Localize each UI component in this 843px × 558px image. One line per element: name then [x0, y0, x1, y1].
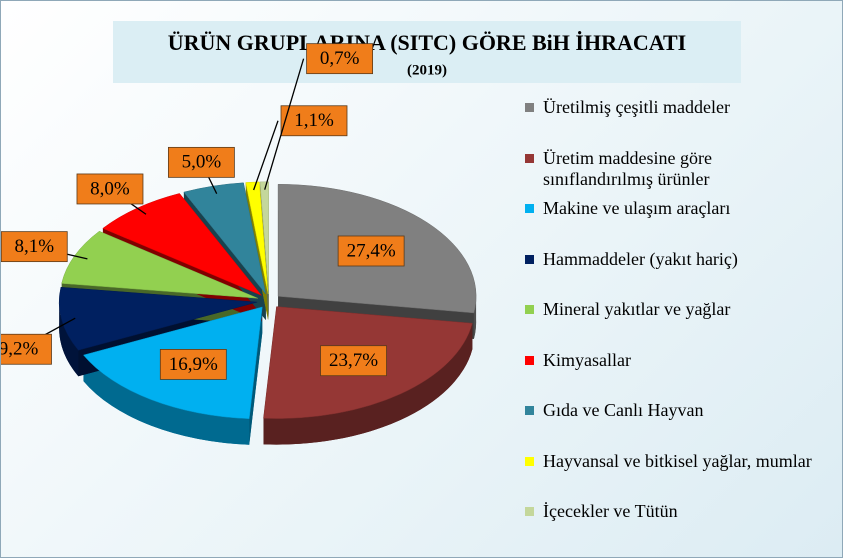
legend-label: Gıda ve Canlı Hayvan — [543, 400, 704, 420]
legend-item: Makine ve ulaşım araçları — [525, 198, 825, 219]
slice — [245, 181, 269, 294]
data-label: 9,2% — [1, 339, 38, 360]
chart-title: ÜRÜN GRUPLARINA (SITC) GÖRE BiH İHRACATI — [168, 30, 686, 55]
label-box — [76, 173, 144, 205]
legend-swatch — [525, 254, 534, 264]
label-box — [159, 349, 227, 380]
slice-side — [83, 355, 250, 445]
data-label: 27,4% — [347, 240, 396, 261]
data-label: 8,1% — [14, 236, 54, 257]
legend-label: İçecekler ve Tütün — [543, 501, 678, 521]
label-box — [320, 345, 387, 377]
legend-swatch — [525, 507, 534, 516]
legend-swatch — [525, 204, 534, 213]
legend-label: Mineral yakıtlar ve yağlar — [543, 299, 731, 319]
legend-label: Üretim maddesine göre sınıflandırılmış ü… — [543, 147, 712, 189]
legend-item: Kimyasallar — [525, 350, 825, 371]
data-label: 8,0% — [90, 178, 130, 199]
label-box — [337, 235, 405, 267]
data-label: 1,1% — [294, 110, 334, 131]
legend-item: Üretim maddesine göre sınıflandırılmış ü… — [525, 148, 825, 190]
data-label: 16,9% — [169, 354, 218, 375]
legend-item: Gıda ve Canlı Hayvan — [525, 400, 825, 421]
pie-labels: 27,4% 23,7% 16,9% 9,2% 8,1% 8,0% 5,0% 1,1% 0,7% — [1, 43, 405, 380]
title-box — [113, 21, 741, 83]
legend-label: Üretilmiş çeşitli maddeler — [543, 97, 730, 117]
legend-swatch — [525, 355, 534, 365]
leader-line — [253, 120, 279, 191]
legend-swatch — [525, 305, 534, 314]
legend-swatch — [525, 103, 534, 112]
slice-side — [473, 296, 477, 339]
label-box — [280, 105, 348, 137]
legend-item: Hayvansal ve bitkisel yağlar, mumlar — [525, 451, 825, 472]
legend-swatch — [525, 406, 534, 415]
data-label: 5,0% — [182, 152, 222, 173]
legend-label: Makine ve ulaşım araçları — [543, 198, 731, 218]
slice-side — [59, 302, 79, 377]
data-label: 0,7% — [320, 48, 360, 69]
legend-item: Mineral yakıtlar ve yağlar — [525, 299, 825, 320]
chart-subtitle: (2019) — [407, 62, 447, 78]
label-box — [1, 333, 52, 365]
leader-line — [264, 58, 305, 190]
legend-item: Üretilmiş çeşitli maddeler — [525, 97, 825, 118]
label-box — [306, 43, 374, 75]
slice-side — [263, 323, 473, 445]
label-box — [167, 146, 235, 178]
legend-swatch — [525, 456, 534, 466]
legend-label: Hammaddeler (yakıt hariç) — [543, 248, 738, 269]
slice — [58, 286, 258, 351]
label-box — [1, 231, 68, 263]
legend-label: Kimyasallar — [543, 349, 631, 370]
legend-label: Hayvansal ve bitkisel yağlar, mumlar — [543, 450, 812, 471]
slice-wall — [249, 306, 263, 445]
legend-item: İçecekler ve Tütün — [525, 501, 825, 522]
legend-swatch — [525, 153, 534, 163]
legend-item: Hammaddeler (yakıt hariç) — [525, 249, 825, 270]
data-label: 23,7% — [329, 350, 378, 371]
slice — [259, 181, 269, 294]
